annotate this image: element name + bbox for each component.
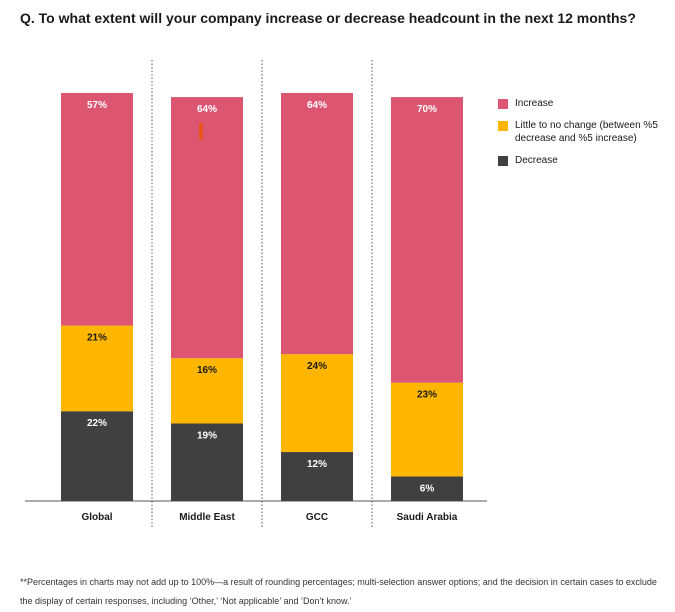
legend-item-increase: Increase	[498, 97, 673, 110]
legend-label: Little to no change (between %5 decrease…	[515, 120, 658, 144]
chart-title: Q. To what extent will your company incr…	[20, 10, 636, 26]
data-label-no-change: 23%	[417, 390, 437, 401]
stacked-bar-chart: 22% 21% 57% Global 19% 16% 64% Middle East 12% 24…	[25, 60, 487, 528]
bar-decrease	[61, 411, 133, 501]
data-label-decrease: 12%	[307, 459, 327, 470]
data-label-increase: 64%	[197, 104, 217, 115]
footnote: **Percentages in charts may not add up t…	[20, 577, 657, 606]
x-tick-label: Global	[81, 512, 112, 523]
data-label-decrease: 19%	[197, 430, 217, 441]
bar-increase	[61, 93, 133, 326]
bar-decrease	[171, 423, 243, 501]
bar-no-change	[281, 354, 353, 453]
bar-increase	[171, 97, 243, 359]
bar-no-change	[391, 382, 463, 477]
bar-decrease	[281, 452, 353, 501]
data-label-decrease: 22%	[87, 418, 107, 429]
legend-label: Decrease	[515, 155, 558, 166]
bar-increase	[281, 93, 353, 355]
legend-item-decrease: Decrease	[498, 154, 673, 167]
legend-swatch	[498, 99, 508, 109]
data-label-increase: 57%	[87, 100, 107, 111]
bar-decrease	[391, 476, 463, 501]
legend-swatch	[498, 156, 508, 166]
legend-item-no-change: Little to no change (between %5 decrease…	[498, 119, 673, 145]
data-label-increase: 70%	[417, 104, 437, 115]
bar-no-change	[61, 325, 133, 412]
data-label-no-change: 16%	[197, 365, 217, 376]
x-tick-label: GCC	[306, 512, 328, 523]
data-label-increase: 64%	[307, 100, 327, 111]
data-label-decrease: 6%	[420, 484, 435, 495]
data-label-no-change: 24%	[307, 361, 327, 372]
data-label-no-change: 21%	[87, 333, 107, 344]
x-tick-label: Saudi Arabia	[397, 512, 458, 523]
legend-swatch	[498, 121, 508, 131]
annotation-marker	[199, 123, 203, 140]
bar-increase	[391, 97, 463, 383]
bar-no-change	[171, 358, 243, 424]
x-tick-label: Middle East	[179, 512, 235, 523]
legend-label: Increase	[515, 98, 554, 109]
chart-legend: Increase Little to no change (between %5 …	[498, 97, 673, 176]
